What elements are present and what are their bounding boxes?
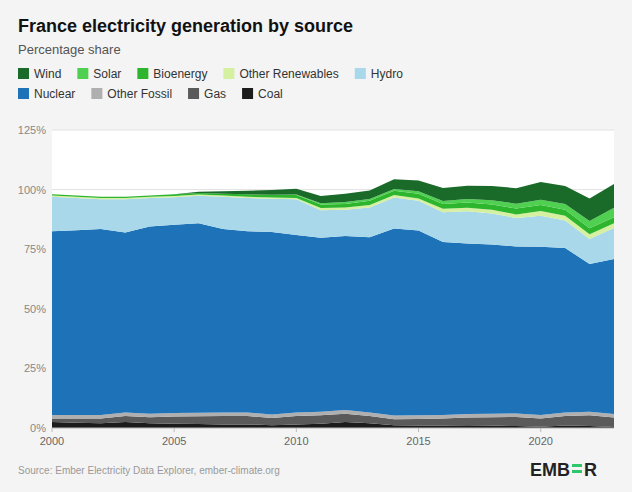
legend-swatch: [223, 68, 234, 79]
x-axis-line: [52, 428, 614, 429]
legend-swatch: [18, 68, 29, 79]
legend-label: Other Fossil: [107, 87, 172, 101]
chart: France electricity generation by source P…: [0, 0, 632, 492]
logo: EMB R: [530, 460, 597, 480]
logo-bar: [572, 470, 582, 473]
y-tick-label: 75%: [24, 243, 46, 255]
area: [52, 223, 614, 415]
y-tick-label: 25%: [24, 362, 46, 374]
legend-swatch: [188, 88, 199, 99]
legend-label: Solar: [93, 67, 121, 81]
title: France electricity generation by source: [18, 16, 353, 36]
x-tick: [174, 428, 175, 432]
x-tick-label: 2010: [284, 435, 308, 447]
legend: Wind Solar Bioenergy Other Renewables Hydro N…: [18, 67, 403, 101]
legend-swatch: [91, 88, 102, 99]
y-tick-label: 100%: [18, 184, 46, 196]
grid-line: [52, 130, 614, 131]
legend-swatch: [242, 88, 253, 99]
logo-text: EMB: [530, 460, 570, 480]
logo-bar: [572, 464, 582, 467]
legend-swatch: [355, 68, 366, 79]
source: Source: Ember Electricity Data Explorer,…: [18, 465, 280, 476]
x-tick-label: 2020: [528, 435, 552, 447]
x-tick: [418, 428, 419, 432]
subtitle: Percentage share: [18, 42, 121, 57]
x-tick: [52, 428, 53, 432]
x-tick-label: 2000: [40, 435, 64, 447]
legend-label: Bioenergy: [153, 67, 207, 81]
grid-line: [52, 428, 614, 429]
legend-label: Other Renewables: [239, 67, 338, 81]
legend-label: Gas: [204, 87, 226, 101]
y-tick-label: 0%: [30, 422, 46, 434]
plot-background: [52, 130, 614, 428]
grid: [52, 130, 614, 428]
logo-text: R: [584, 460, 597, 480]
x-tick: [540, 428, 541, 432]
legend-label: Nuclear: [34, 87, 75, 101]
x-tick-label: 2015: [406, 435, 430, 447]
x-tick-label: 2005: [162, 435, 186, 447]
legend-swatch: [18, 88, 29, 99]
y-tick-label: 125%: [18, 124, 46, 136]
legend-swatch: [137, 68, 148, 79]
background: [0, 0, 632, 492]
legend-swatch: [77, 68, 88, 79]
legend-label: Coal: [258, 87, 283, 101]
legend-label: Hydro: [371, 67, 403, 81]
areas: [52, 179, 614, 428]
legend-label: Wind: [34, 67, 61, 81]
y-tick-label: 50%: [24, 303, 46, 315]
area: [52, 179, 614, 221]
x-tick: [296, 428, 297, 432]
